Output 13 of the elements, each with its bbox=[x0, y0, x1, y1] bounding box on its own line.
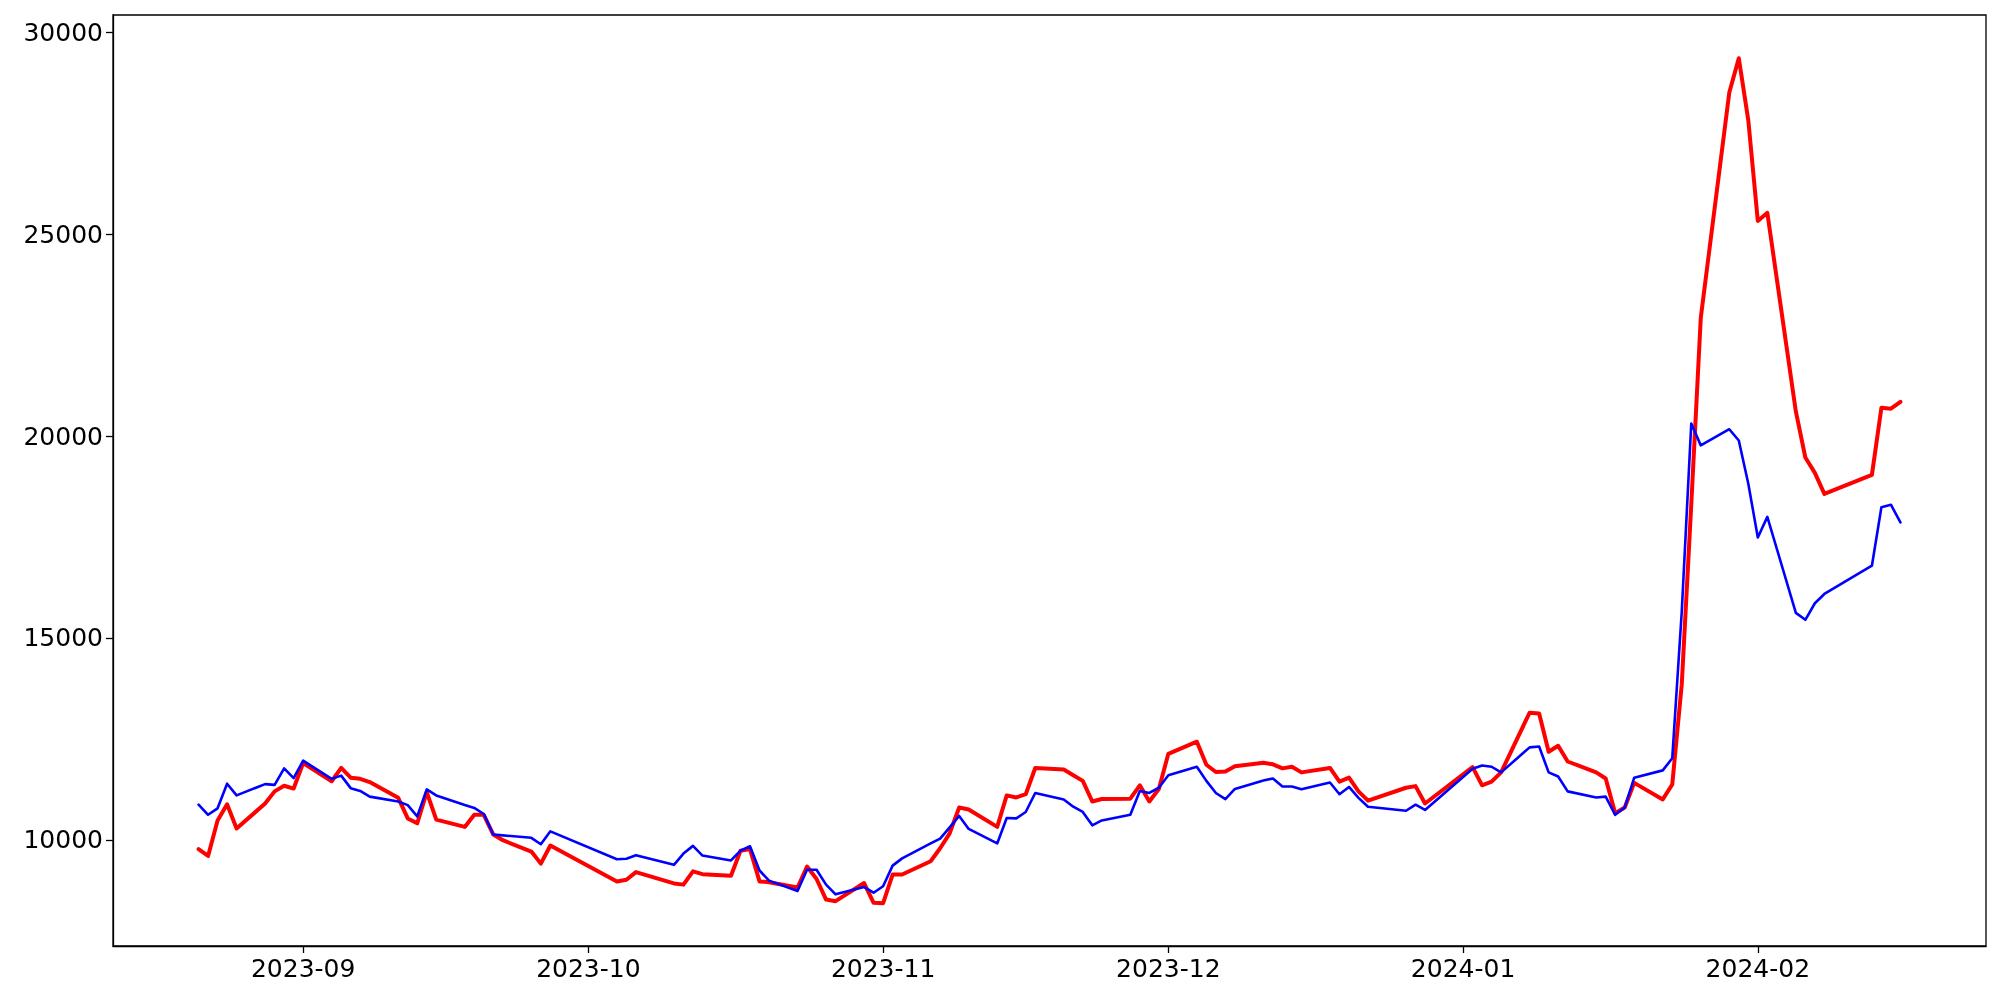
x-tick-label: 2024-01 bbox=[1410, 954, 1516, 983]
line-series bbox=[196, 56, 1903, 906]
y-tick-label: 20000 bbox=[23, 421, 103, 451]
y-tick-label: 30000 bbox=[23, 17, 103, 47]
x-tick-label: 2023-12 bbox=[1116, 954, 1221, 983]
x-tick-label: 2023-11 bbox=[830, 954, 936, 983]
x-tick-label: 2023-10 bbox=[536, 954, 641, 983]
x-tick-label: 2023-09 bbox=[250, 954, 356, 983]
line-series bbox=[197, 422, 1902, 896]
y-tick-label: 15000 bbox=[23, 623, 103, 653]
y-tick-label: 10000 bbox=[23, 825, 103, 855]
x-tick-label: 2024-02 bbox=[1705, 954, 1811, 983]
y-tick-label: 25000 bbox=[23, 219, 103, 249]
